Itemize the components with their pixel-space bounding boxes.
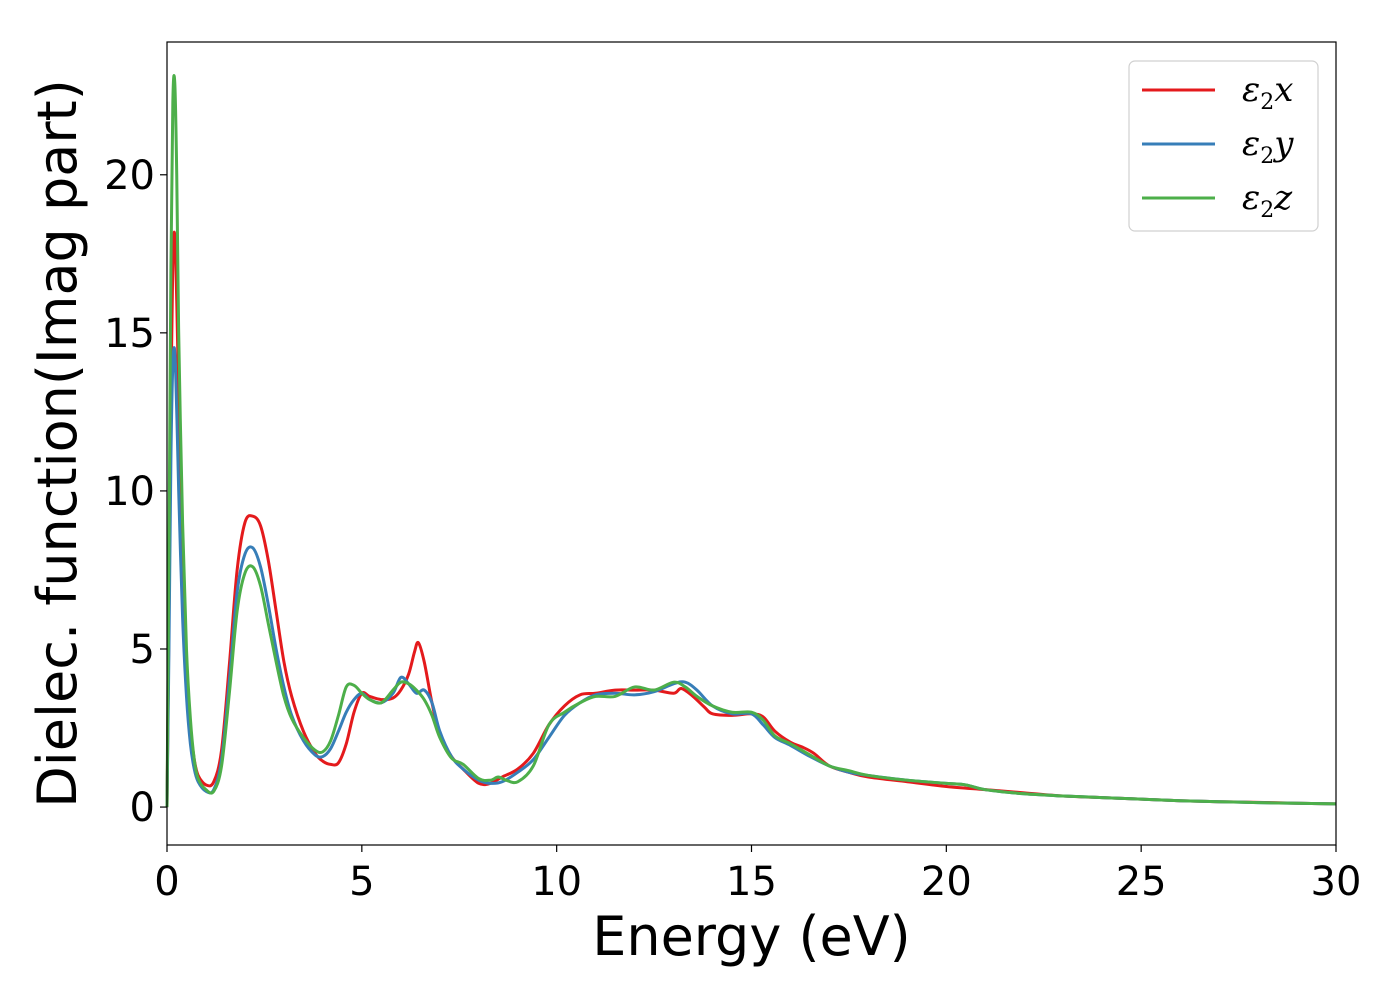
series-layer (165, 74, 1337, 808)
legend-label-z: ε2z (1242, 178, 1293, 223)
series-line-z (165, 74, 1337, 808)
legend-label-y: ε2y (1242, 124, 1294, 169)
x-axis-ticks: 0 5 10 15 20 25 30 (154, 845, 1361, 905)
x-tick-label: 10 (531, 859, 582, 905)
y-tick-label: 20 (104, 153, 155, 199)
y-tick-label: 15 (104, 311, 155, 357)
x-tick-label: 20 (921, 859, 972, 905)
y-axis-ticks: 0 5 10 15 20 (104, 153, 167, 831)
y-tick-label: 10 (104, 469, 155, 515)
x-tick-label: 15 (726, 859, 777, 905)
legend-label-x: ε2x (1242, 70, 1293, 115)
x-tick-label: 25 (1116, 859, 1167, 905)
y-tick-label: 5 (130, 627, 155, 673)
legend: ε2x ε2y ε2z (1128, 60, 1319, 232)
legend-box (1128, 60, 1319, 232)
x-tick-label: 5 (349, 859, 374, 905)
x-tick-label: 0 (154, 859, 179, 905)
x-tick-label: 30 (1311, 859, 1362, 905)
y-axis-label: Dielec. function(Imag part) (26, 79, 89, 808)
y-tick-label: 0 (130, 785, 155, 831)
x-axis-label: Energy (eV) (592, 905, 911, 968)
